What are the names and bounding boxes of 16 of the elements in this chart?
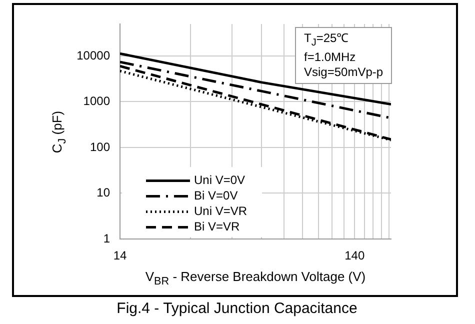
y-tick-label: 10 — [96, 186, 110, 200]
legend-label: Uni V=0V — [194, 173, 246, 188]
y-tick-label: 100 — [90, 140, 110, 154]
y-tick-label: 1 — [103, 231, 110, 246]
x-axis-title: V$_{BR}$ - Reverse Breakdown Voltage (V) — [145, 269, 366, 288]
legend-label: Bi V=0V — [194, 188, 238, 203]
legend-label: Uni V=VR — [194, 204, 248, 218]
annotation: f=1.0MHz — [304, 50, 356, 64]
x-tick-label: 140 — [344, 248, 365, 263]
annotation: T$_{J}$=25℃ — [304, 31, 349, 48]
annotation: Vsig=50mVp-p — [304, 65, 384, 80]
text: Fig.4 - Typical Junction Capacitance — [116, 300, 358, 317]
y-tick-label: 10000 — [76, 48, 110, 62]
y-tick-label: 1000 — [83, 94, 110, 108]
legend-label: Bi V=VR — [194, 220, 240, 234]
x-tick-label: 14 — [113, 248, 127, 263]
